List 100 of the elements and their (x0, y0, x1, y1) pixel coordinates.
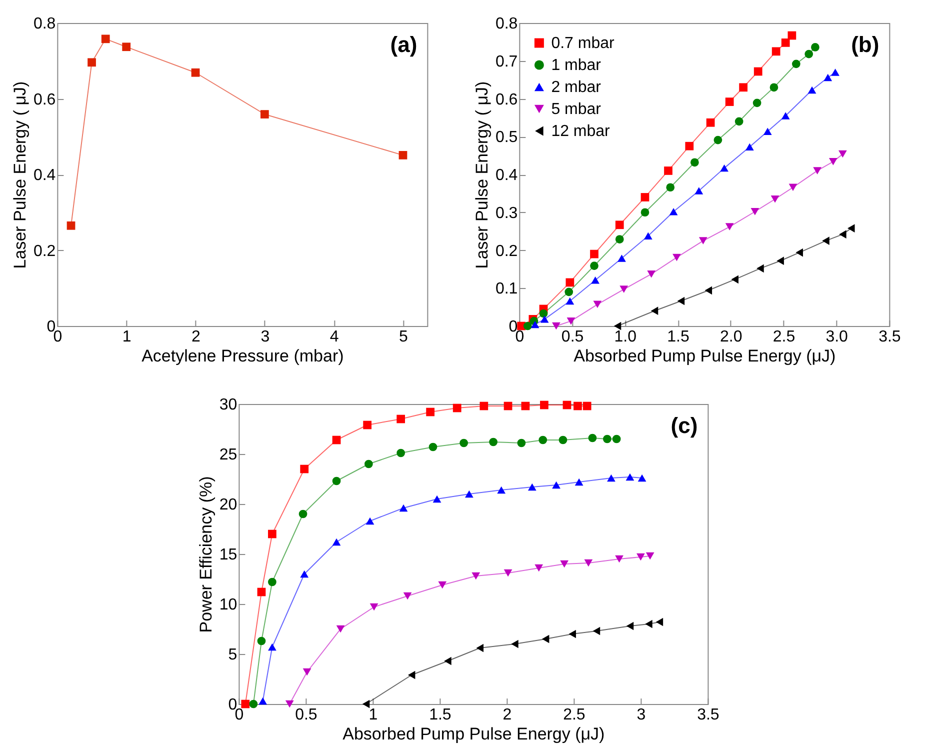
point (300, 464, 309, 474)
point (268, 530, 276, 538)
point (363, 420, 372, 430)
point (268, 578, 276, 586)
point (302, 668, 312, 676)
point (640, 208, 650, 217)
point (88, 58, 96, 67)
x-tick-label: 0.5 (561, 328, 584, 346)
point (739, 83, 748, 92)
point (521, 402, 530, 410)
point (750, 208, 760, 216)
legend-label: 5 mbar (551, 101, 602, 118)
point (540, 400, 548, 410)
y-tick-label: 0.3 (495, 204, 518, 222)
point (260, 110, 269, 118)
point (781, 38, 790, 47)
point (813, 167, 822, 174)
point (396, 414, 406, 424)
point (332, 476, 341, 486)
legend-label: 1 mbar (551, 57, 602, 74)
point (763, 128, 772, 135)
x-tick-label: 3.5 (697, 706, 720, 724)
point (792, 60, 800, 68)
point (408, 670, 416, 680)
point (824, 74, 832, 82)
point (539, 309, 548, 318)
point (588, 434, 597, 442)
x-tick-label: 1.5 (667, 328, 690, 346)
point (399, 504, 408, 512)
point (603, 434, 612, 444)
point (504, 402, 512, 410)
legend-label: 0.7 mbar (551, 35, 615, 52)
point (644, 232, 652, 240)
y-tick-label: 0.7 (495, 53, 518, 70)
point (672, 254, 681, 262)
point (615, 235, 624, 244)
point (472, 572, 480, 580)
point (564, 288, 574, 296)
point (666, 183, 675, 192)
point (534, 564, 544, 572)
point (731, 275, 738, 284)
point (677, 296, 685, 306)
point (568, 630, 576, 638)
point (620, 286, 628, 293)
y-axis-title: Laser Pulse Energy ( μJ) (10, 81, 30, 269)
x-tick-label: 5 (399, 328, 408, 346)
point (574, 478, 584, 486)
point (685, 142, 694, 150)
point (257, 636, 266, 646)
point (776, 256, 784, 266)
y-tick-label: 30 (219, 396, 238, 414)
point (647, 270, 656, 278)
y-tick-label: 0.6 (495, 91, 518, 108)
point (336, 625, 345, 633)
point (640, 193, 650, 202)
point (645, 620, 652, 628)
point (497, 486, 506, 494)
x-axis-title: Acetylene Pressure (mbar) (142, 346, 344, 366)
point (752, 98, 762, 108)
point (590, 250, 598, 258)
point (614, 322, 622, 330)
x-tick-label: 0.5 (295, 706, 318, 724)
point (438, 581, 447, 589)
x-tick-label: 4 (330, 328, 339, 346)
point (591, 276, 600, 284)
point (396, 448, 406, 458)
point (720, 164, 728, 172)
point (582, 402, 592, 410)
y-tick-label: 15 (219, 546, 238, 564)
point (770, 195, 780, 203)
annotation: (a) (390, 32, 418, 57)
point (332, 436, 341, 444)
point (638, 474, 646, 482)
y-tick-label: 0.1 (495, 280, 518, 298)
point (504, 569, 512, 577)
x-tick-label: 3 (260, 328, 270, 346)
y-tick-label: 25 (219, 446, 238, 464)
point (788, 184, 798, 191)
point (191, 68, 200, 77)
point (464, 490, 474, 498)
point (626, 622, 634, 630)
point (592, 626, 600, 636)
point (612, 434, 621, 444)
legend-label: 12 mbar (551, 123, 611, 140)
point (460, 438, 468, 448)
x-tick-label: 3.0 (826, 328, 848, 346)
point (432, 495, 442, 503)
point (538, 436, 548, 444)
point (66, 221, 76, 230)
point (444, 656, 452, 666)
x-tick-label: 3 (636, 706, 646, 724)
point (754, 67, 762, 76)
x-tick-label: 1 (368, 706, 378, 724)
y-tick-label: 0.4 (33, 167, 56, 184)
point (398, 151, 408, 160)
point (552, 322, 560, 330)
y-tick-label: 0.4 (495, 167, 518, 184)
y-tick-label: 0.2 (33, 242, 56, 260)
point (848, 224, 855, 232)
point (258, 697, 267, 705)
